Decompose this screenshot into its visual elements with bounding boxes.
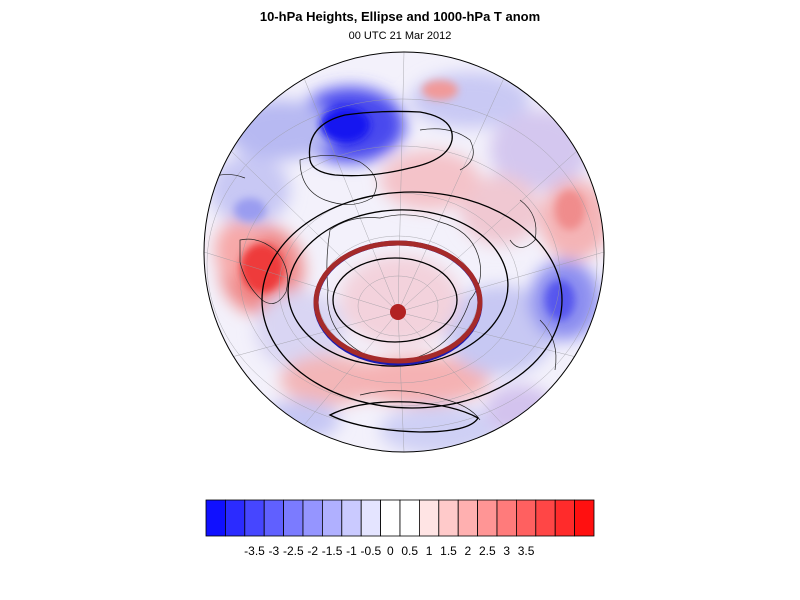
colorbar-swatch <box>244 499 265 537</box>
colorbar-tick-label: 3 <box>503 544 511 558</box>
map-title: 10-hPa Heights, Ellipse and 1000-hPa T a… <box>259 9 541 24</box>
colorbar-tick-label: 3.5 <box>517 544 535 558</box>
vortex-ellipse-fit <box>313 240 483 364</box>
globe-outline <box>203 51 605 453</box>
colorbar-swatch <box>457 499 479 537</box>
colorbar-tick-label: -3.5 <box>244 544 265 558</box>
colorbar-tick-label: 0 <box>386 544 394 558</box>
colorbar-tick-label: 0.5 <box>401 544 419 558</box>
colorbar-swatch <box>418 499 440 537</box>
colorbar-tick-label: 2.5 <box>478 544 496 558</box>
temperature-anomaly-field <box>204 52 604 452</box>
colorbar-swatch <box>302 499 323 537</box>
colorbar-swatch <box>554 499 576 537</box>
colorbar-swatch <box>574 499 595 537</box>
colorbar-tick-label: 2 <box>464 544 472 558</box>
colorbar-swatch <box>477 499 498 537</box>
colorbar-tick-label: -1 <box>346 544 357 558</box>
vortex-centroid-marker <box>390 304 406 320</box>
colorbar-swatch <box>535 499 556 537</box>
colorbar-swatch <box>283 499 304 537</box>
colorbar-tick-label: 1.5 <box>440 544 457 558</box>
colorbar-swatch <box>341 499 362 537</box>
graticule <box>204 52 604 452</box>
height-contours <box>261 110 563 433</box>
colorbar-swatch <box>438 499 459 537</box>
colorbar-swatch <box>263 499 285 537</box>
colorbar-tick-label: -2.5 <box>282 544 304 558</box>
colorbar-swatch <box>224 499 246 537</box>
map-subtitle: 00 UTC 21 Mar 2012 <box>348 30 452 42</box>
colorbar-swatch <box>516 499 537 537</box>
colorbar-swatch <box>321 499 343 537</box>
colorbar-tick-label: 1 <box>425 544 433 558</box>
colorbar-swatch <box>205 499 226 537</box>
colorbar-swatch <box>496 499 517 537</box>
colorbar-swatch <box>399 499 420 537</box>
colorbar-swatch <box>380 499 401 537</box>
colorbar-tick-label: -3 <box>268 544 280 558</box>
colorbar-tick-label: -1.5 <box>321 544 343 558</box>
colorbar-swatch <box>360 499 382 537</box>
colorbar-tick-label: -2 <box>307 544 319 558</box>
coastlines <box>204 128 557 421</box>
colorbar-tick-label: -0.5 <box>360 544 382 558</box>
